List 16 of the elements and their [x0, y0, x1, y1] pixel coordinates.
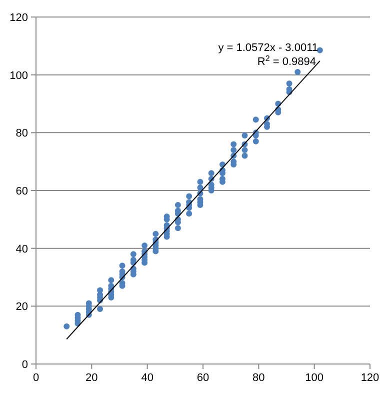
x-tick-label: 20	[86, 372, 98, 384]
x-tick-label: 80	[252, 372, 265, 384]
x-tick-label: 0	[32, 372, 40, 384]
annotation: R$^{2}$ = 0.9894	[257, 54, 316, 68]
x-tick-label: 100	[305, 372, 324, 384]
x-tick-label: 60	[196, 372, 210, 384]
y-tick-label: 100	[10, 70, 28, 82]
x-tick-label: 40	[141, 372, 154, 384]
y-tick-label: 80	[16, 128, 28, 140]
y-tick-label: 120	[10, 12, 28, 24]
x-tick-label: 120	[360, 372, 380, 384]
y-tick-label: 60	[16, 186, 28, 198]
y-tick-label: 20	[16, 301, 28, 314]
y-tick-label: 40	[16, 243, 28, 256]
annotation: y = 1.0572x - 3.0011	[218, 42, 318, 54]
y-tick-label: 0	[22, 359, 28, 371]
